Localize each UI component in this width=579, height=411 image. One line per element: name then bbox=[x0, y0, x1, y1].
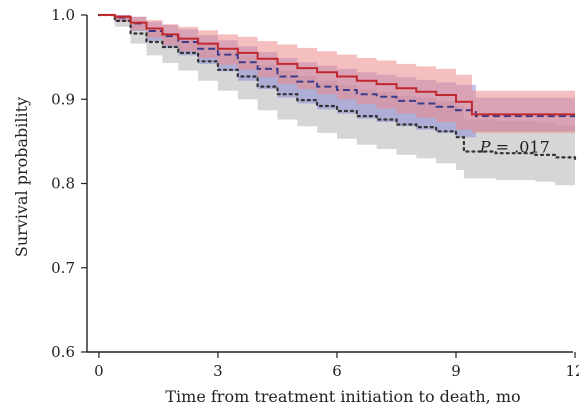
axis-ticks: 0.6 0.7 0.8 0.9 1.0 0 3 6 9 12 bbox=[51, 6, 579, 380]
x-axis-title: Time from treatment initiation to death,… bbox=[165, 387, 520, 406]
p-value-annotation: P = .017 bbox=[479, 137, 550, 156]
y-axis-title: Survival probability bbox=[12, 97, 31, 257]
x-tick-label: 6 bbox=[332, 362, 342, 380]
x-tick-label: 12 bbox=[565, 362, 579, 380]
y-tick-label: 1.0 bbox=[51, 6, 75, 24]
survival-curve-dotted bbox=[97, 13, 577, 161]
survival-curve-solid bbox=[98, 14, 575, 116]
y-tick-label: 0.8 bbox=[51, 175, 75, 193]
y-tick-label: 0.7 bbox=[51, 259, 75, 277]
p-value-text: = .017 bbox=[491, 137, 550, 156]
y-tick-label: 0.6 bbox=[51, 343, 75, 361]
survival-curves bbox=[97, 13, 577, 161]
x-tick-label: 9 bbox=[451, 362, 461, 380]
y-tick-label: 0.9 bbox=[51, 90, 75, 108]
p-value-symbol: P bbox=[479, 137, 491, 156]
x-tick-label: 0 bbox=[94, 362, 104, 380]
confidence-bands bbox=[98, 15, 576, 188]
x-tick-label: 3 bbox=[213, 362, 223, 380]
